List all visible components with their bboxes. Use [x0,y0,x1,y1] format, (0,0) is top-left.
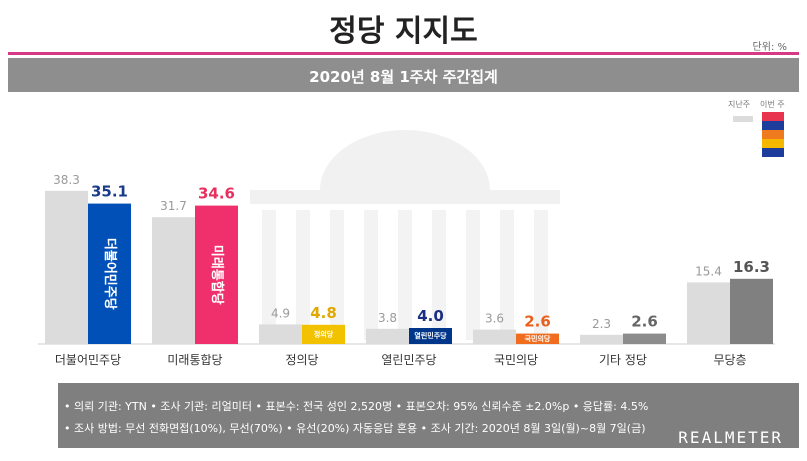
category-label: 무당층 [713,353,746,367]
bar-prev-week [259,324,302,344]
category-label: 기타 정당 [599,353,647,367]
legend-prev-swatch [733,116,753,122]
bar-this-week [623,333,666,344]
party-logo-text: 정의당 [314,329,334,338]
category-label: 미래통합당 [167,353,222,367]
background-column [534,210,548,340]
value-label-this-week: 2.6 [524,313,551,331]
legend-curr-swatch [762,148,784,157]
party-logo-text: 열린민주당 [414,331,447,340]
chart-title: 정당 지지도 [329,14,478,49]
realmeter-logo: REALMETER [678,428,783,447]
background-column [364,210,378,340]
value-label-this-week: 34.6 [198,185,235,203]
value-label-prev: 3.6 [485,312,504,326]
legend-curr-swatch [762,121,784,130]
legend-curr-swatch [762,130,784,139]
value-label-prev: 2.3 [592,317,611,331]
bar-this-week [730,278,773,344]
title-underline [8,52,799,55]
party-logo-text: 더불어민주당 [102,238,118,310]
party-logo-text: 미래통합당 [209,245,225,305]
background-column [398,210,412,340]
bar-prev-week [152,217,195,344]
value-label-prev: 3.8 [378,311,397,325]
background-column [466,210,480,340]
value-label-prev: 31.7 [160,199,187,213]
legend-curr-swatch [762,112,784,121]
category-label: 열린민주당 [381,353,436,367]
value-label-this-week: 2.6 [631,313,658,331]
value-label-this-week: 4.0 [417,307,444,325]
survey-info-line-1: • 의뢰 기관: YTN • 조사 기관: 리얼미터 • 표본수: 전국 성인 … [64,400,649,413]
legend-curr-label: 이번 주 [760,100,785,109]
value-label-this-week: 35.1 [91,183,128,201]
bar-this-week [516,333,559,344]
value-label-prev: 4.9 [271,306,290,320]
background-column [432,210,446,340]
value-label-prev: 38.3 [53,173,80,187]
background-column [500,210,514,340]
category-label: 정의당 [285,353,318,367]
legend-curr-swatch [762,139,784,148]
bar-prev-week [473,329,516,344]
bar-this-week [88,203,131,344]
background-roof [250,190,560,204]
background-column [330,210,344,340]
bar-prev-week [580,334,623,344]
background-column [296,210,310,340]
value-label-prev: 15.4 [695,264,722,278]
category-label: 국민의당 [494,353,538,367]
bar-this-week [409,328,452,344]
survey-info-panel [58,383,799,448]
party-logo-text: 국민의당 [525,334,551,343]
bar-chart: 38.335.1더불어민주당더불어민주당31.734.6미래통합당미래통합당4.… [38,112,784,367]
background-dome [320,130,490,190]
bar-prev-week [366,328,409,344]
unit-label: 단위: % [752,42,787,53]
value-label-this-week: 16.3 [733,258,770,276]
value-label-this-week: 4.8 [310,304,337,322]
bar-this-week [302,324,345,344]
survey-info-line-2: • 조사 방법: 무선 전화면접(10%), 무선(70%) • 유선(20%)… [64,422,646,435]
subtitle-bar [8,58,799,92]
bar-prev-week [687,282,730,344]
bar-prev-week [45,190,88,344]
chart-subtitle: 2020년 8월 1주차 주간집계 [309,68,498,86]
background-column [262,210,276,340]
category-label: 더불어민주당 [55,353,121,367]
legend-prev-label: 지난주 [728,100,751,109]
bar-this-week [195,205,238,344]
